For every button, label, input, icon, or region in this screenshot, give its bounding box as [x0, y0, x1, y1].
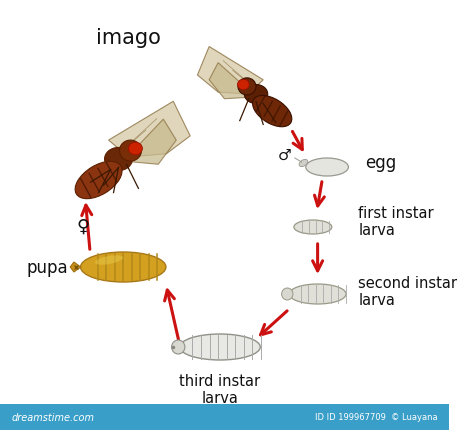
Ellipse shape	[119, 141, 141, 162]
Text: imago: imago	[96, 28, 160, 48]
Ellipse shape	[299, 160, 308, 167]
Polygon shape	[198, 47, 263, 95]
Ellipse shape	[172, 340, 185, 354]
Polygon shape	[124, 120, 176, 165]
Text: first instar
larva: first instar larva	[358, 205, 434, 238]
Text: ID ID 199967709  © Luayana: ID ID 199967709 © Luayana	[315, 412, 438, 421]
Text: egg: egg	[365, 154, 396, 172]
Bar	[0, 404, 449, 430]
Ellipse shape	[289, 284, 346, 304]
Text: dreamstime.com: dreamstime.com	[11, 412, 94, 422]
Ellipse shape	[282, 289, 293, 300]
Text: ♂: ♂	[278, 147, 291, 163]
Polygon shape	[109, 102, 190, 157]
Ellipse shape	[75, 162, 122, 199]
Polygon shape	[70, 262, 81, 272]
Polygon shape	[209, 64, 256, 99]
Ellipse shape	[253, 96, 292, 127]
Ellipse shape	[180, 334, 260, 360]
Ellipse shape	[81, 252, 166, 283]
Ellipse shape	[306, 159, 348, 177]
Ellipse shape	[237, 80, 249, 90]
Ellipse shape	[105, 148, 132, 171]
Text: second instar
larva: second instar larva	[358, 275, 457, 307]
Ellipse shape	[238, 79, 256, 96]
Ellipse shape	[95, 256, 123, 265]
Text: ♀: ♀	[77, 218, 90, 236]
Ellipse shape	[294, 221, 332, 234]
Ellipse shape	[244, 85, 268, 104]
Ellipse shape	[128, 143, 142, 155]
Text: pupa: pupa	[27, 258, 68, 276]
Text: third instar
larva: third instar larva	[179, 373, 261, 405]
